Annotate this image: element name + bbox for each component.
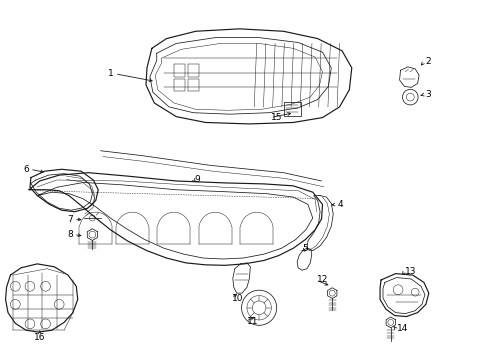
Text: 16: 16: [34, 333, 45, 342]
Text: 12: 12: [316, 275, 327, 284]
Text: 8: 8: [67, 230, 73, 239]
Text: 10: 10: [232, 293, 244, 302]
Text: 14: 14: [396, 324, 407, 333]
Text: 1: 1: [108, 69, 114, 78]
Text: 7: 7: [67, 215, 73, 224]
Text: 4: 4: [336, 200, 342, 209]
Text: 6: 6: [23, 165, 29, 174]
Text: 13: 13: [405, 267, 416, 276]
Text: 15: 15: [271, 113, 282, 122]
Text: 3: 3: [424, 90, 430, 99]
Text: 9: 9: [194, 175, 200, 184]
Text: 11: 11: [246, 317, 258, 326]
Text: 2: 2: [424, 58, 429, 67]
Text: 5: 5: [302, 244, 307, 253]
